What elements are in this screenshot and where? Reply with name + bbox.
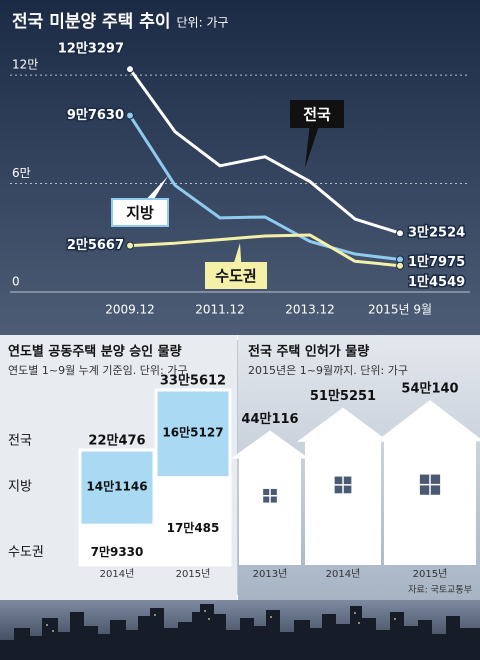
legend-label: 지방 — [126, 204, 154, 222]
chart-subtitle: 연도별 1~9월 누계 기준임. 단위: 가구 — [8, 364, 187, 377]
point — [396, 261, 404, 270]
x-tick-label: 2015년 — [176, 568, 211, 580]
x-tick-label: 2014년 — [326, 568, 361, 580]
data-label: 1만7975 — [408, 254, 465, 270]
legend-box — [205, 262, 267, 289]
data-label: 9만7630 — [67, 107, 124, 123]
point — [396, 229, 404, 238]
legend-label: 전국 — [303, 106, 331, 124]
skyline — [0, 600, 480, 660]
point — [126, 241, 134, 250]
chart-subtitle: 2015년은 1~9월까지. 단위: 가구 — [248, 364, 408, 377]
chart-title: 연도별 공동주택 분양 승인 물량 — [8, 344, 182, 360]
x-tick-label: 2011.12 — [195, 303, 245, 317]
x-tick-label: 2013년 — [253, 568, 288, 580]
y-tick-label: 6만 — [12, 166, 31, 180]
windows — [46, 610, 396, 632]
x-tick-label: 2014년 — [100, 568, 135, 580]
buildings — [0, 604, 480, 660]
x-tick-label: 2015년 — [413, 568, 448, 580]
line — [128, 114, 401, 261]
total-label: 33만5612 — [160, 373, 226, 389]
legend-label: 전국 — [8, 434, 32, 449]
line — [128, 68, 401, 235]
data-label: 44만116 — [241, 411, 298, 427]
chart-title: 전국 주택 인허가 물량 — [248, 344, 369, 360]
x-tick-label: 2015년 9월 — [368, 303, 432, 317]
line — [129, 233, 401, 268]
data-label: 1만4549 — [408, 274, 465, 290]
data-label: 14만1146 — [86, 478, 147, 493]
legend-box — [290, 100, 344, 128]
point — [126, 65, 134, 74]
legend-label: 수도권 — [8, 545, 44, 560]
y-tick-label: 0 — [12, 275, 20, 289]
data-label: 2만5667 — [67, 237, 124, 253]
data-label: 12만3297 — [58, 41, 124, 57]
legend-box — [111, 198, 169, 227]
data-label: 51만5251 — [310, 388, 376, 404]
legend-label: 수도권 — [215, 267, 256, 285]
total-label: 22만476 — [88, 433, 145, 449]
bar-segment — [80, 450, 154, 524]
x-tick-label: 2013.12 — [285, 303, 335, 317]
data-label: 16만5127 — [162, 425, 223, 440]
data-label: 3만2524 — [408, 225, 465, 241]
data-label: 17만485 — [167, 520, 220, 535]
chart-title: 전국 미분양 주택 추이 — [12, 12, 171, 32]
source: 자료: 국토교통부 — [408, 585, 472, 596]
data-label: 54만140 — [401, 381, 458, 397]
x-tick-label: 2009.12 — [105, 303, 155, 317]
legend-label: 지방 — [8, 479, 32, 494]
bar-segment — [156, 476, 230, 565]
point — [126, 111, 134, 120]
data-label: 7만9330 — [91, 544, 144, 559]
chart-subtitle: 단위: 가구 — [177, 16, 229, 30]
bar-total-frame — [78, 448, 156, 567]
bar-segment — [80, 523, 154, 565]
bar-segment — [156, 390, 230, 477]
y-tick-label: 12만 — [12, 58, 38, 72]
bar-total-frame — [154, 388, 232, 567]
